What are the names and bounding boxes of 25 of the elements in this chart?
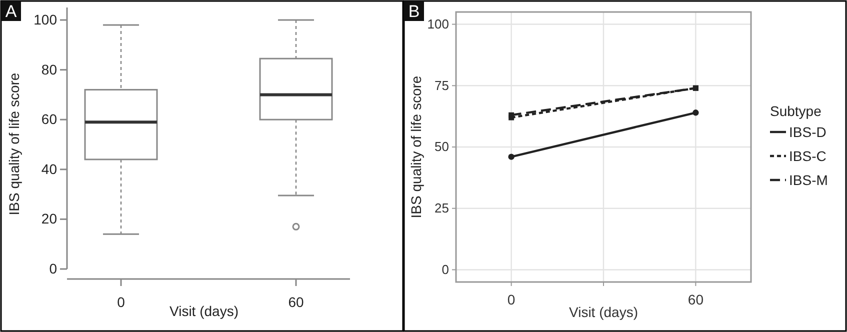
y-tick-label: 50 <box>434 139 449 154</box>
x-tick-label: 60 <box>288 294 304 310</box>
chart-title: B <box>408 2 420 21</box>
x-tick-label: 0 <box>117 294 126 310</box>
y-tick-label: 100 <box>427 16 449 32</box>
x-tick-label: 60 <box>688 291 704 308</box>
y-tick-label: 80 <box>41 61 58 78</box>
x-tick-label: 0 <box>507 291 516 308</box>
chart-title: A <box>5 2 18 21</box>
y-tick-label: 0 <box>442 262 449 277</box>
y-tick-label: 40 <box>41 160 58 177</box>
legend-title: Subtype <box>770 103 822 119</box>
y-tick-label: 60 <box>41 111 58 128</box>
y-tick-label: 100 <box>34 11 58 28</box>
legend-label: IBS-M <box>789 172 828 188</box>
legend-label: IBS-C <box>789 148 826 164</box>
y-tick-label: 0 <box>49 260 58 276</box>
y-tick-label: 20 <box>41 210 58 227</box>
legend-label: IBS-D <box>789 124 826 140</box>
y-tick-label: 75 <box>434 78 449 93</box>
y-axis-title: IBS quality of life score <box>408 76 424 218</box>
y-axis-title: IBS quality of life score <box>6 72 22 216</box>
y-tick-label: 25 <box>434 200 449 216</box>
x-axis-title: Visit (days) <box>170 303 238 319</box>
x-axis-title: Visit (days) <box>569 304 638 320</box>
